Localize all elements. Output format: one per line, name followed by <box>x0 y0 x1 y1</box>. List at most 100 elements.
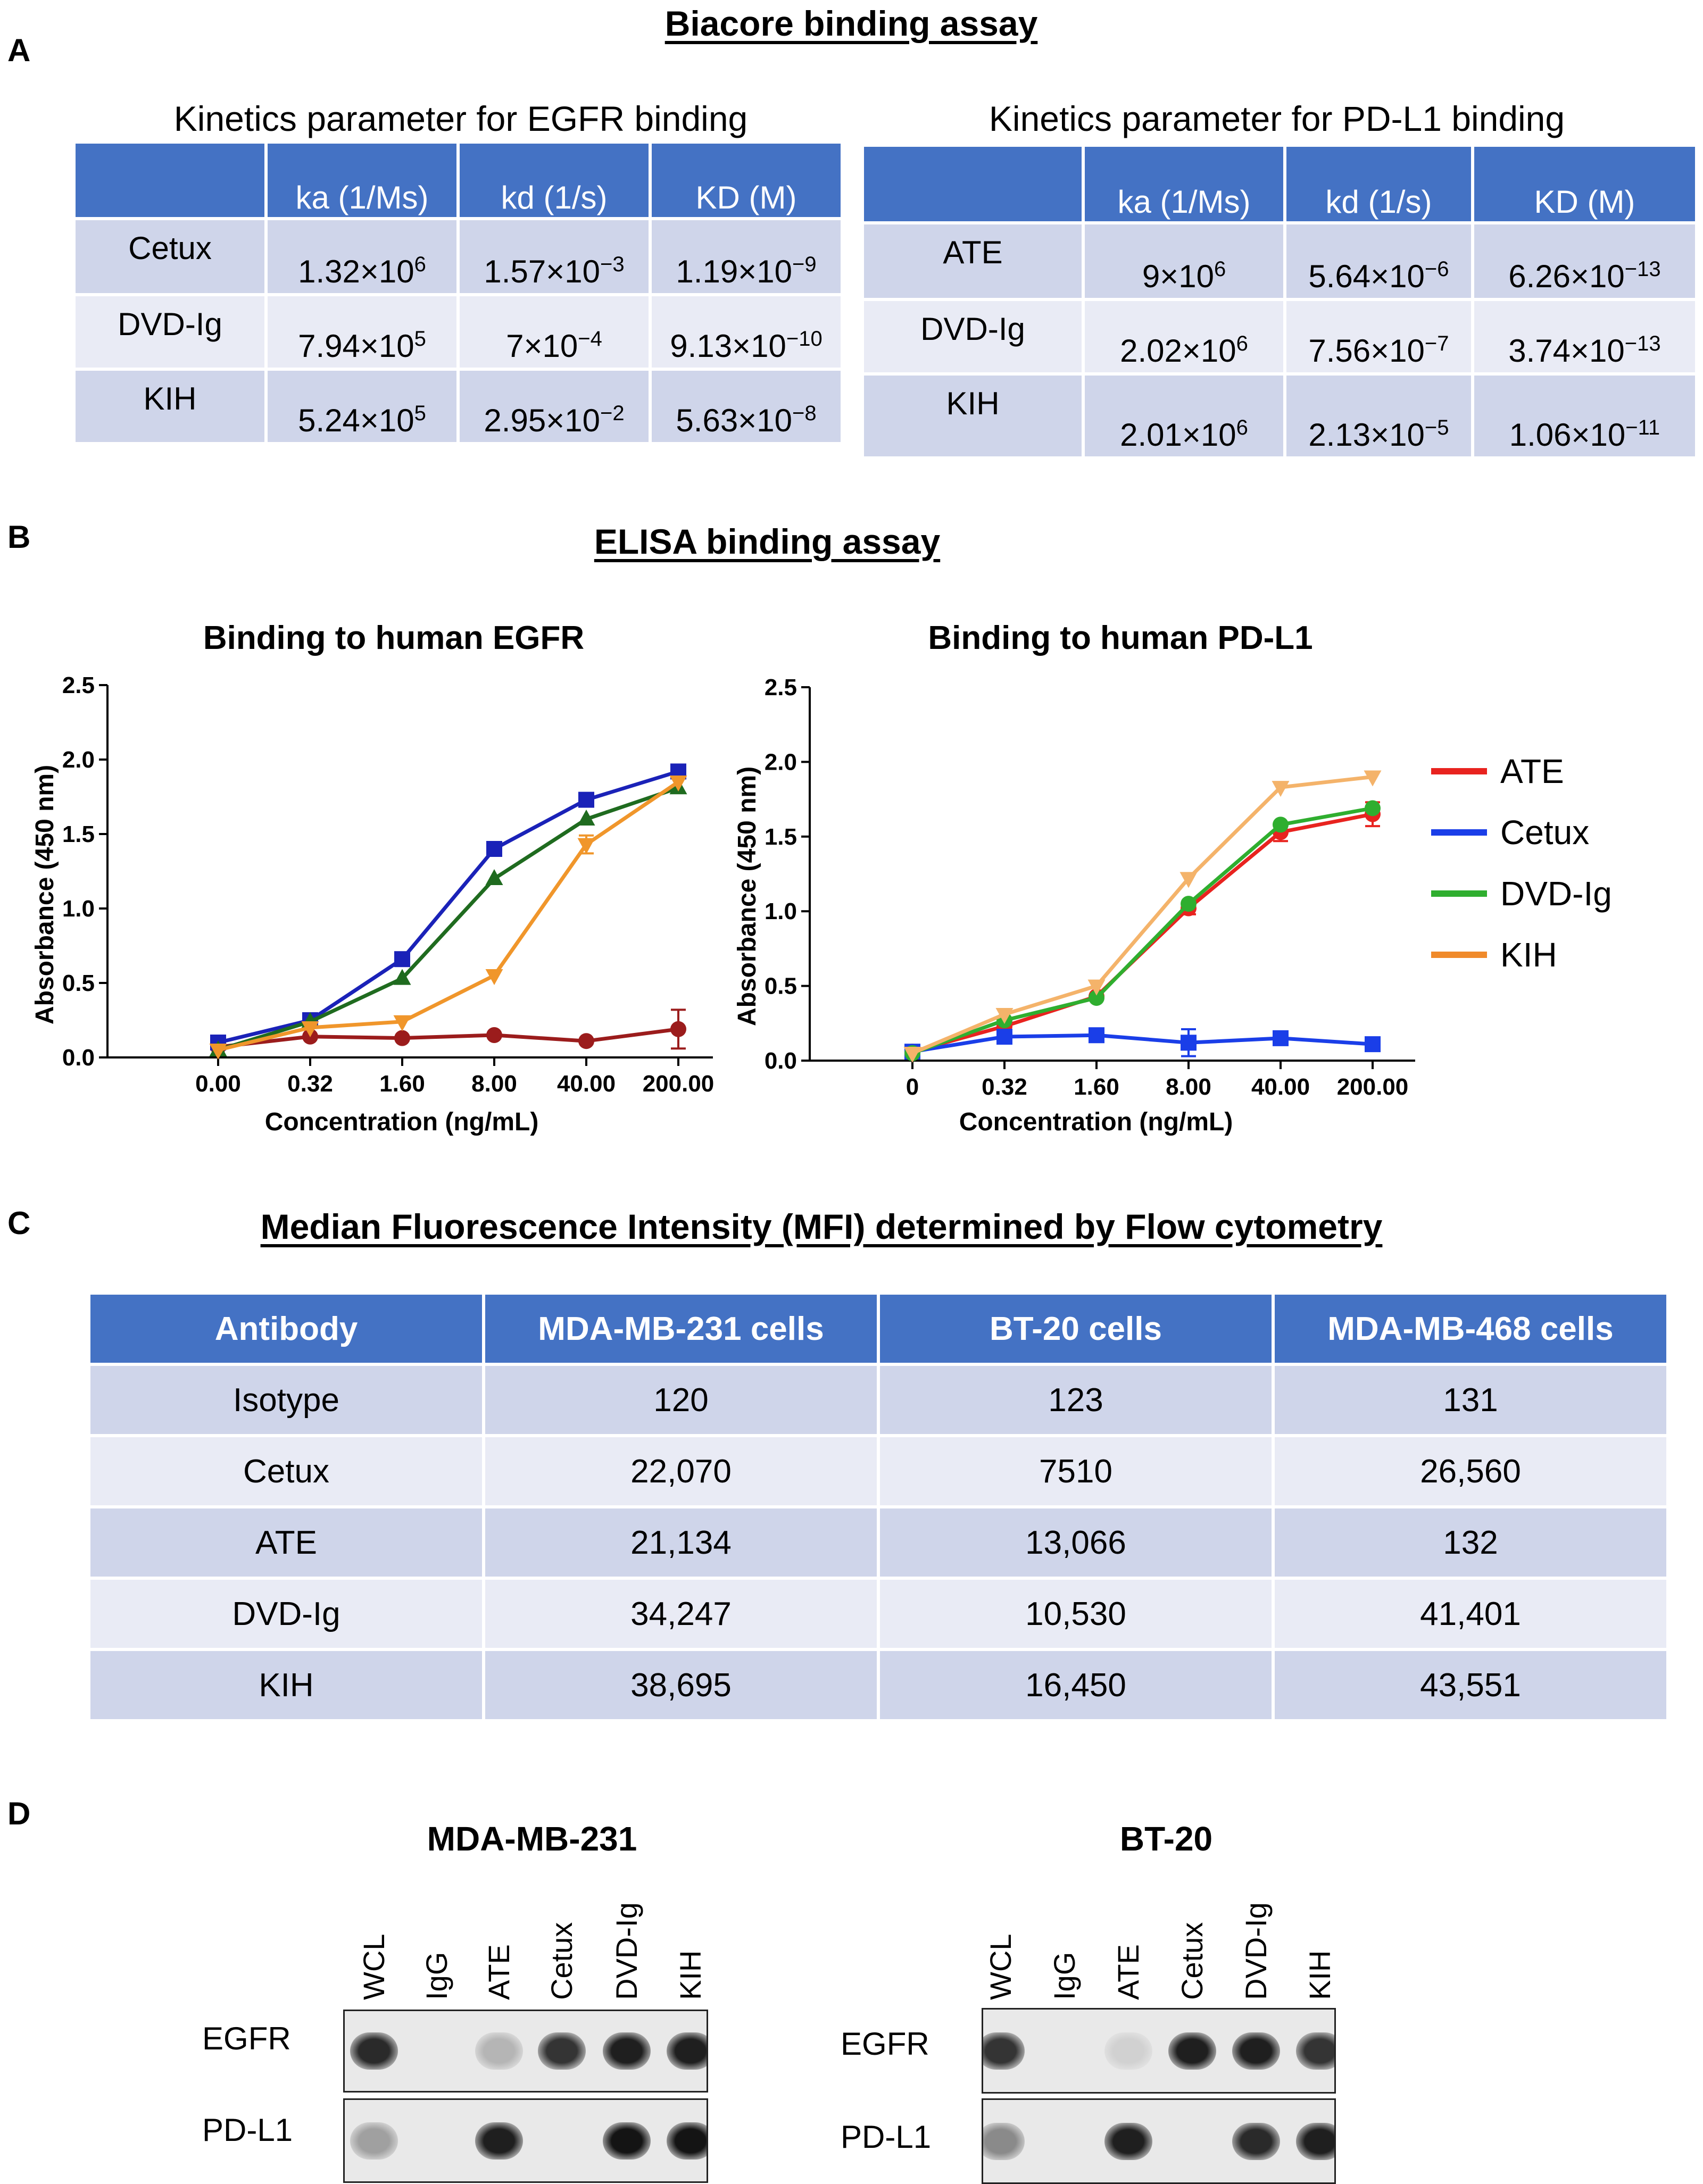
x-tick-label: 0.00 <box>195 1071 241 1097</box>
value-cell: 6.26×10−13 <box>1474 224 1695 298</box>
mfi-value-cell: 16,450 <box>880 1651 1272 1719</box>
y-tick-label: 2.0 <box>765 749 797 775</box>
x-tick-label: 40.00 <box>1251 1074 1310 1100</box>
mfi-value-cell: 131 <box>1275 1366 1666 1434</box>
blot-row-label: PD-L1 <box>202 2112 293 2148</box>
legend-label: Cetux <box>1500 813 1589 852</box>
row-label: DVD-Ig <box>76 296 264 368</box>
x-tick-label: 1.60 <box>379 1071 425 1097</box>
data-point <box>393 969 411 985</box>
data-point <box>577 838 595 854</box>
value-exponent: 5 <box>414 402 426 425</box>
value-mantissa: 3.74×10 <box>1508 333 1625 369</box>
y-tick-label: 0.5 <box>62 970 95 996</box>
protein-band <box>603 2122 651 2160</box>
y-tick-label: 2.0 <box>62 747 95 773</box>
antibody-cell: KIH <box>90 1651 482 1719</box>
blot-title: MDA-MB-231 <box>427 1820 637 1858</box>
value-mantissa: 7×10 <box>506 328 578 364</box>
x-tick-label: 1.60 <box>1074 1074 1119 1100</box>
value-cell: 2.02×106 <box>1085 301 1283 372</box>
protein-band <box>983 2122 1025 2160</box>
mfi-value-cell: 34,247 <box>485 1580 877 1648</box>
panel-label-a: A <box>7 32 31 68</box>
data-point <box>1272 781 1290 797</box>
data-point <box>209 1044 227 1060</box>
value-cell: 7×10−4 <box>460 296 649 368</box>
table-row: KIH 2.01×106 2.13×10−5 1.06×10−11 <box>864 376 1695 456</box>
table-row: Cetux 22,070 7510 26,560 <box>90 1437 1666 1505</box>
table-row: ATE 21,134 13,066 132 <box>90 1508 1666 1577</box>
data-point <box>1089 1027 1104 1044</box>
mfi-value-cell: 38,695 <box>485 1651 877 1719</box>
x-tick-label: 8.00 <box>1166 1074 1211 1100</box>
series-kih <box>209 776 687 1060</box>
panel-label-c: C <box>7 1205 31 1241</box>
lane-label: WCL <box>984 1933 1017 2000</box>
y-tick-label: 0.5 <box>765 973 797 999</box>
value-cell: 5.64×10−6 <box>1286 224 1471 298</box>
series-dvd-ig <box>209 778 687 1056</box>
blot-row-label: PD-L1 <box>841 2119 932 2155</box>
y-tick-label: 1.5 <box>765 824 797 850</box>
data-point <box>578 1033 594 1049</box>
row-label: KIH <box>76 371 264 442</box>
value-cell: 5.24×105 <box>268 371 456 442</box>
series-line <box>218 770 679 1045</box>
data-point <box>1273 816 1289 833</box>
y-tick-label: 1.5 <box>62 821 95 847</box>
data-point <box>394 951 410 968</box>
value-cell: 9×106 <box>1085 224 1283 298</box>
data-point <box>1365 800 1381 816</box>
value-exponent: −3 <box>600 253 625 276</box>
data-point <box>486 1027 502 1043</box>
value-exponent: −5 <box>1424 416 1449 439</box>
value-exponent: −11 <box>1625 416 1660 439</box>
chart-title: Binding to human EGFR <box>203 620 584 656</box>
lane-label: DVD-Ig <box>1239 1902 1273 2000</box>
biacore-title: Biacore binding assay <box>664 4 1038 43</box>
protein-band <box>1232 2032 1280 2070</box>
value-cell: 1.57×10−3 <box>460 220 649 293</box>
legend-label: DVD-Ig <box>1500 874 1612 913</box>
table-header-row: ka (1/Ms) kd (1/s) KD (M) <box>864 147 1695 221</box>
lane-label: IgG <box>420 1952 453 2000</box>
value-mantissa: 1.32×10 <box>298 254 414 289</box>
protein-band <box>667 2032 707 2070</box>
value-exponent: −7 <box>1424 332 1449 355</box>
protein-band <box>1104 2032 1152 2070</box>
value-cell: 5.63×10−8 <box>652 371 841 442</box>
value-mantissa: 2.13×10 <box>1308 417 1425 453</box>
value-cell: 2.13×10−5 <box>1286 376 1471 456</box>
antibody-cell: Isotype <box>90 1366 482 1434</box>
lane-label: KIH <box>1303 1950 1336 2000</box>
protein-band <box>1296 2032 1334 2070</box>
mfi-value-cell: 26,560 <box>1275 1437 1666 1505</box>
lane-label: ATE <box>482 1944 516 2000</box>
protein-band <box>350 2122 398 2160</box>
value-exponent: −9 <box>792 253 817 276</box>
header-cell <box>76 144 264 217</box>
value-exponent: −13 <box>1624 257 1661 281</box>
header-cell: MDA-MB-468 cells <box>1275 1295 1666 1363</box>
chart-title: Binding to human PD-L1 <box>928 620 1312 656</box>
mfi-value-cell: 7510 <box>880 1437 1272 1505</box>
value-mantissa: 9×10 <box>1142 259 1214 294</box>
value-cell: 7.56×10−7 <box>1286 301 1471 372</box>
value-cell: 1.32×106 <box>268 220 456 293</box>
header-cell: MDA-MB-231 cells <box>485 1295 877 1363</box>
y-tick-label: 2.5 <box>765 674 797 701</box>
y-tick-label: 2.5 <box>62 672 95 698</box>
mfi-value-cell: 120 <box>485 1366 877 1434</box>
series-cetux <box>904 1027 1381 1060</box>
series-cetux <box>210 763 686 1051</box>
mfi-value-cell: 22,070 <box>485 1437 877 1505</box>
antibody-cell: DVD-Ig <box>90 1580 482 1648</box>
value-mantissa: 1.19×10 <box>676 254 792 289</box>
data-point <box>1179 872 1198 888</box>
value-exponent: −2 <box>600 402 625 425</box>
x-tick-label: 0 <box>906 1074 919 1100</box>
antibody-cell: ATE <box>90 1508 482 1577</box>
lane-label: DVD-Ig <box>610 1902 643 2000</box>
antibody-cell: Cetux <box>90 1437 482 1505</box>
